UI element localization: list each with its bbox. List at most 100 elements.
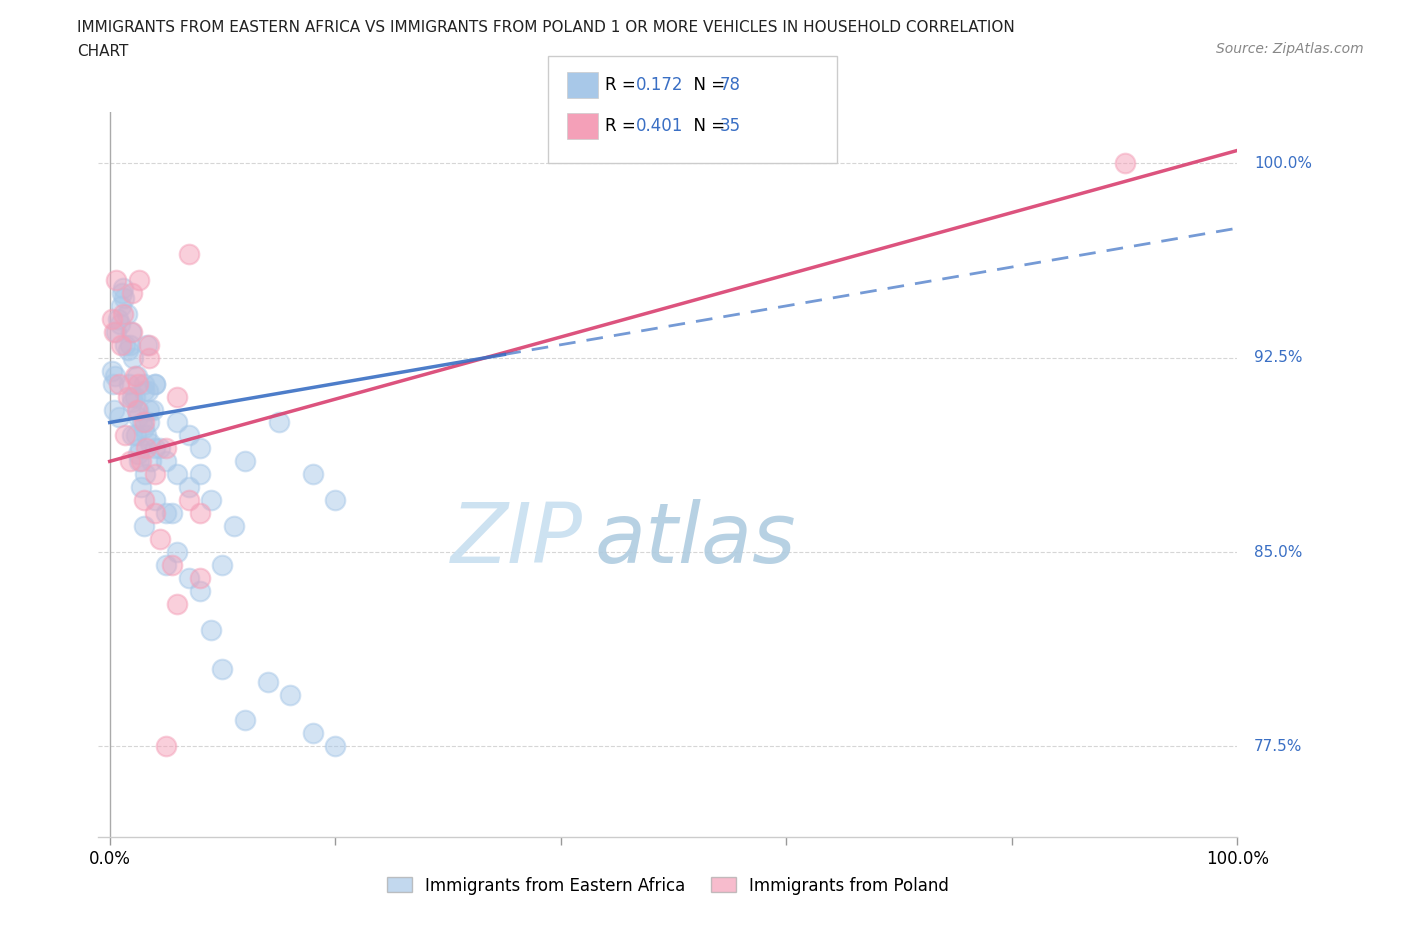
Point: [115, 306, 138, 321]
Text: CHART: CHART: [77, 44, 129, 59]
Point: [101, 312, 124, 326]
Point: [188, 570, 211, 585]
Point: [160, 506, 183, 521]
Text: 78: 78: [720, 75, 741, 94]
Point: [127, 410, 149, 425]
Point: [155, 506, 177, 521]
Point: [188, 506, 211, 521]
Point: [129, 454, 152, 469]
Text: R =: R =: [605, 117, 641, 136]
Point: [132, 415, 155, 430]
Point: [121, 325, 143, 339]
Text: 77.5%: 77.5%: [1254, 738, 1302, 754]
Text: R =: R =: [605, 75, 641, 94]
Point: [141, 402, 163, 417]
Point: [138, 415, 160, 430]
Point: [105, 272, 128, 287]
Text: IMMIGRANTS FROM EASTERN AFRICA VS IMMIGRANTS FROM POLAND 1 OR MORE VEHICLES IN H: IMMIGRANTS FROM EASTERN AFRICA VS IMMIGR…: [77, 20, 1015, 35]
Point: [166, 467, 188, 482]
Point: [132, 493, 155, 508]
Point: [188, 441, 211, 456]
Point: [129, 480, 152, 495]
Text: 92.5%: 92.5%: [1254, 351, 1303, 365]
Point: [114, 428, 136, 443]
Point: [105, 325, 128, 339]
Text: ZIP: ZIP: [451, 498, 583, 579]
Point: [149, 441, 172, 456]
Point: [166, 596, 188, 611]
Point: [101, 377, 124, 392]
Text: Source: ZipAtlas.com: Source: ZipAtlas.com: [1216, 42, 1364, 56]
Point: [278, 687, 301, 702]
Point: [323, 739, 346, 754]
Point: [155, 739, 177, 754]
Point: [301, 726, 323, 741]
Point: [135, 428, 157, 443]
Point: [135, 441, 157, 456]
Point: [143, 377, 166, 392]
Point: [177, 493, 200, 508]
Point: [124, 389, 146, 404]
Point: [138, 402, 160, 417]
Point: [211, 558, 233, 573]
Point: [301, 467, 323, 482]
Text: 35: 35: [720, 117, 741, 136]
Point: [108, 316, 131, 331]
Point: [143, 493, 166, 508]
Point: [160, 558, 183, 573]
Point: [117, 389, 139, 404]
Point: [114, 338, 136, 352]
Point: [143, 377, 166, 392]
Point: [103, 325, 125, 339]
Point: [233, 454, 256, 469]
Point: [155, 441, 177, 456]
Point: [117, 342, 139, 357]
Point: [122, 351, 145, 365]
Point: [104, 368, 127, 383]
Point: [135, 338, 157, 352]
Text: atlas: atlas: [595, 498, 796, 579]
Legend: Immigrants from Eastern Africa, Immigrants from Poland: Immigrants from Eastern Africa, Immigran…: [380, 870, 956, 901]
Point: [132, 420, 155, 435]
Text: N =: N =: [683, 117, 731, 136]
Point: [200, 622, 222, 637]
Point: [118, 454, 141, 469]
Point: [211, 661, 233, 676]
Point: [233, 713, 256, 728]
Point: [177, 480, 200, 495]
Text: 0.401: 0.401: [636, 117, 683, 136]
Point: [125, 402, 148, 417]
Text: 100.0%: 100.0%: [1254, 156, 1312, 171]
Point: [155, 454, 177, 469]
Point: [138, 338, 160, 352]
Point: [112, 306, 135, 321]
Point: [143, 441, 166, 456]
Point: [120, 325, 142, 339]
Point: [138, 351, 160, 365]
Point: [129, 441, 152, 456]
Point: [134, 467, 156, 482]
Point: [177, 428, 200, 443]
Point: [143, 467, 166, 482]
Point: [256, 674, 278, 689]
Point: [177, 246, 200, 261]
Point: [166, 415, 188, 430]
Point: [143, 506, 166, 521]
Point: [110, 338, 132, 352]
Point: [132, 384, 155, 399]
Point: [125, 368, 148, 383]
Text: N =: N =: [683, 75, 731, 94]
Point: [136, 384, 159, 399]
Point: [110, 299, 132, 313]
Point: [267, 415, 290, 430]
Point: [188, 467, 211, 482]
Point: [155, 558, 177, 573]
Point: [121, 428, 143, 443]
Point: [124, 368, 146, 383]
Point: [1114, 156, 1136, 171]
Point: [188, 583, 211, 598]
Point: [103, 402, 125, 417]
Point: [128, 272, 150, 287]
Point: [121, 286, 143, 300]
Point: [112, 291, 135, 306]
